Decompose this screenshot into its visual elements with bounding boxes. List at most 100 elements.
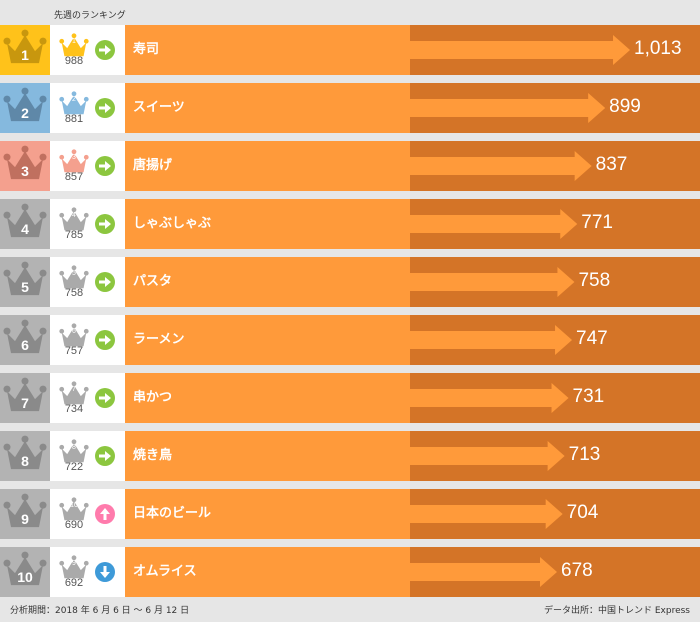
item-name: 寿司	[125, 25, 410, 75]
bar-value: 837	[595, 154, 628, 175]
last-week-rank: 2	[72, 96, 76, 103]
crown-icon	[59, 33, 89, 57]
item-name: 串かつ	[125, 373, 410, 423]
arrow-down-icon	[95, 562, 115, 582]
last-week-rank: 1	[72, 38, 76, 45]
bar-value: 704	[566, 502, 599, 523]
last-week-rank: 10	[70, 502, 78, 509]
rank-number: 8	[21, 453, 29, 469]
last-week-cell: 6 757	[50, 315, 125, 365]
rank-badge: 3	[0, 141, 50, 191]
rank-badge: 8	[0, 431, 50, 481]
ranking-row: 5 5 758 パスタ 758	[0, 257, 700, 307]
ranking-row: 4 4 785 しゃぶしゃぶ 771	[0, 199, 700, 249]
rank-badge: 5	[0, 257, 50, 307]
last-week-rank: 4	[72, 212, 76, 219]
bar-value: 1,013	[634, 38, 682, 59]
last-week-cell: 2 881	[50, 83, 125, 133]
last-week-value: 988	[64, 55, 84, 67]
last-week-value: 692	[64, 577, 84, 589]
bar-track: 713	[410, 431, 700, 481]
last-week-cell: 4 785	[50, 199, 125, 249]
arrow-right-icon	[95, 272, 115, 292]
bar-arrow	[410, 325, 573, 355]
arrow-right-icon	[95, 98, 115, 118]
crown-icon	[59, 265, 89, 289]
crown-icon	[59, 207, 89, 231]
arrow-right-icon	[95, 388, 115, 408]
crown-icon	[59, 149, 89, 173]
last-week-value: 881	[64, 113, 84, 125]
bar-value: 747	[576, 328, 608, 349]
rank-badge: 6	[0, 315, 50, 365]
rank-number: 4	[21, 221, 29, 237]
data-source: データ出所：中国トレンド Express	[543, 606, 690, 616]
ranking-row: 2 2 881 スイーツ 899	[0, 83, 700, 133]
item-name: オムライス	[125, 547, 410, 597]
last-week-value: 857	[64, 171, 84, 183]
crown-icon	[59, 381, 89, 405]
last-week-value: 690	[64, 519, 84, 531]
crown-icon	[59, 497, 89, 521]
bar-track: 731	[410, 373, 700, 423]
ranking-row: 6 6 757 ラーメン 747	[0, 315, 700, 365]
ranking-row: 3 3 857 唐揚げ 837	[0, 141, 700, 191]
analysis-period: 分析期間：2018 年 6 月 6 日 〜 6 月 12 日	[10, 606, 190, 616]
bar-track: 837	[410, 141, 700, 191]
bar-track: 771	[410, 199, 700, 249]
bar-arrow	[410, 267, 575, 297]
rank-badge: 1	[0, 25, 50, 75]
last-week-cell: 9 692	[50, 547, 125, 597]
item-name: ラーメン	[125, 315, 410, 365]
arrow-right-icon	[95, 40, 115, 60]
rank-number: 10	[17, 569, 33, 585]
arrow-right-icon	[95, 446, 115, 466]
rank-number: 7	[21, 395, 29, 411]
rank-number: 1	[21, 47, 29, 63]
item-name: スイーツ	[125, 83, 410, 133]
last-week-value: 757	[64, 345, 84, 357]
last-week-cell: 5 758	[50, 257, 125, 307]
last-week-cell: 10 690	[50, 489, 125, 539]
last-week-value: 734	[64, 403, 84, 415]
bar-arrow	[410, 557, 557, 587]
rank-number: 3	[21, 163, 29, 179]
last-week-rank: 5	[72, 270, 76, 277]
rank-badge: 2	[0, 83, 50, 133]
bar-arrow	[410, 209, 578, 239]
rank-badge: 7	[0, 373, 50, 423]
last-week-value: 722	[64, 461, 84, 473]
bar-arrow	[410, 93, 606, 123]
bar-value: 731	[572, 386, 605, 407]
rank-badge: 4	[0, 199, 50, 249]
bar-arrow	[410, 151, 592, 181]
ranking-row: 1 1 988 寿司 1,013	[0, 25, 700, 75]
last-week-header: 先週のランキング	[54, 11, 126, 21]
bar-value: 713	[568, 444, 601, 465]
bar-track: 704	[410, 489, 700, 539]
last-week-rank: 8	[72, 444, 76, 451]
item-name: 唐揚げ	[125, 141, 410, 191]
bar-arrow	[410, 499, 563, 529]
last-week-cell: 8 722	[50, 431, 125, 481]
ranking-row: 8 8 722 焼き鳥 713	[0, 431, 700, 481]
ranking-row: 7 7 734 串かつ 731	[0, 373, 700, 423]
bar-track: 678	[410, 547, 700, 597]
bar-value: 758	[578, 270, 611, 291]
item-name: しゃぶしゃぶ	[125, 199, 410, 249]
rank-number: 9	[21, 511, 29, 527]
ranking-row: 10 9 692 オムライス 678	[0, 547, 700, 597]
last-week-rank: 7	[72, 386, 76, 393]
bar-value: 899	[609, 96, 641, 117]
last-week-cell: 1 988	[50, 25, 125, 75]
bar-track: 899	[410, 83, 700, 133]
rank-badge: 9	[0, 489, 50, 539]
crown-icon	[59, 555, 89, 579]
crown-icon	[59, 323, 89, 347]
arrow-right-icon	[95, 330, 115, 350]
bar-arrow	[410, 35, 631, 65]
bar-arrow	[410, 441, 565, 471]
rank-badge: 10	[0, 547, 50, 597]
rank-number: 6	[21, 337, 29, 353]
ranking-row: 9 10 690 日本のビール 704	[0, 489, 700, 539]
